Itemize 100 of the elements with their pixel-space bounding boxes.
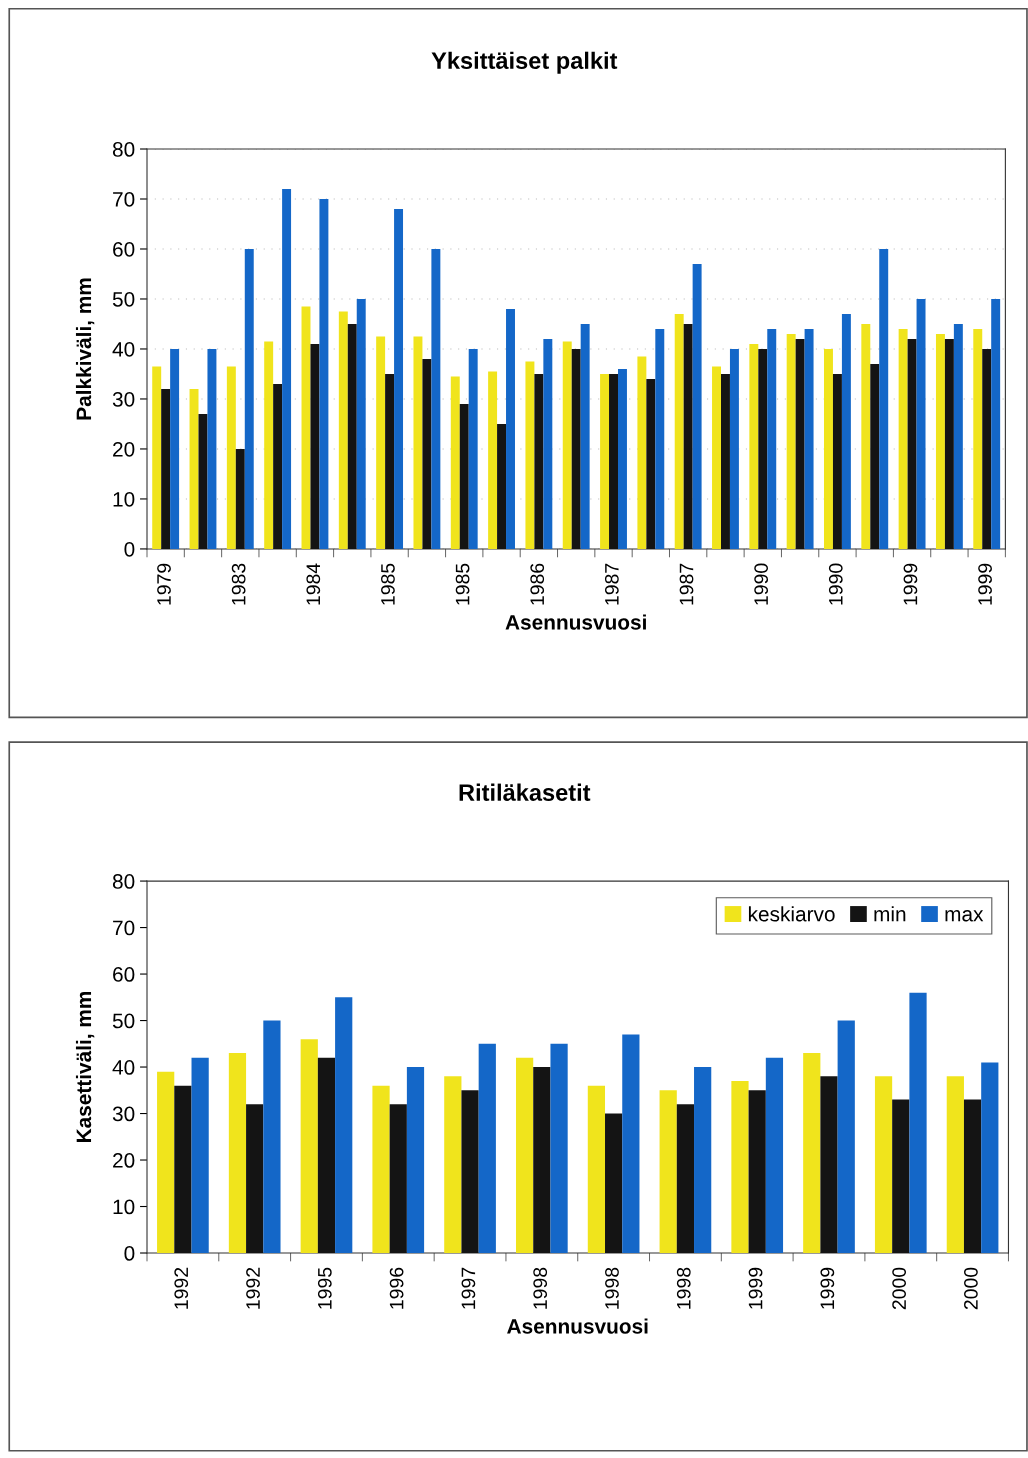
bar xyxy=(282,189,292,549)
bar xyxy=(617,368,627,549)
bar xyxy=(935,333,945,549)
bar xyxy=(646,378,656,549)
x-tick-label: 1984 xyxy=(306,563,321,605)
chart-title: Yksittäiset palkit xyxy=(431,51,618,74)
y-tick-label: 40 xyxy=(112,1060,135,1075)
bar xyxy=(991,298,1001,549)
y-tick-label: 20 xyxy=(113,441,135,457)
y-tick-label: 70 xyxy=(113,192,135,207)
x-tick-label: 1985 xyxy=(455,563,470,605)
bar xyxy=(273,383,283,549)
y-tick-label: 80 xyxy=(112,142,135,157)
bar xyxy=(157,1071,175,1254)
bar xyxy=(655,328,665,549)
bar xyxy=(587,1085,606,1254)
bar xyxy=(300,1039,318,1254)
x-tick-label: 1998 xyxy=(676,1267,691,1309)
y-tick-label: 50 xyxy=(112,291,135,307)
bar xyxy=(301,306,311,549)
bar xyxy=(394,209,404,549)
y-tick-label: 0 xyxy=(124,1246,135,1261)
bar xyxy=(676,1104,695,1254)
bar xyxy=(431,248,441,549)
y-tick-label: 20 xyxy=(113,1153,135,1168)
bar xyxy=(347,323,357,549)
x-tick-label: 1997 xyxy=(461,1267,476,1309)
bar xyxy=(820,1076,838,1254)
bar xyxy=(244,248,254,549)
y-tick-label: 60 xyxy=(113,241,135,257)
bar xyxy=(533,1067,551,1254)
x-tick-label: 1983 xyxy=(231,563,246,605)
bar xyxy=(870,363,880,549)
bar xyxy=(973,328,983,549)
bar xyxy=(376,336,386,549)
y-axis-title: Kasettiväli, mm xyxy=(75,991,95,1143)
y-tick-label: 10 xyxy=(113,1199,135,1215)
bar xyxy=(758,348,768,549)
bar xyxy=(413,336,423,549)
bar xyxy=(226,366,236,549)
x-tick-label: 1979 xyxy=(157,563,171,605)
x-axis-title: Asennusvuosi xyxy=(505,614,646,630)
bar xyxy=(525,361,535,549)
x-tick-label: 1999 xyxy=(903,563,918,605)
bar xyxy=(841,313,851,549)
bar xyxy=(228,1053,247,1254)
bar xyxy=(892,1099,910,1254)
bar xyxy=(406,1067,425,1254)
bar xyxy=(543,338,553,549)
bar xyxy=(310,343,320,549)
bar xyxy=(235,448,245,549)
x-tick-label: 1986 xyxy=(530,563,545,605)
bar xyxy=(161,388,171,549)
bar xyxy=(562,341,572,549)
bar xyxy=(712,366,721,549)
x-tick-label: 2000 xyxy=(964,1267,978,1310)
y-tick-label: 50 xyxy=(112,1013,135,1029)
bar xyxy=(898,328,908,549)
y-tick-label: 30 xyxy=(112,391,135,407)
y-tick-label: 80 xyxy=(112,874,135,889)
bar xyxy=(516,1057,534,1254)
bar xyxy=(246,1104,264,1254)
bar xyxy=(488,371,498,549)
bar xyxy=(694,1067,712,1254)
bar xyxy=(803,1053,821,1254)
bar xyxy=(874,1076,893,1254)
x-tick-label: 2000 xyxy=(892,1267,906,1310)
x-tick-label: 1990 xyxy=(754,563,769,605)
bar xyxy=(600,373,610,549)
bar xyxy=(946,1076,964,1254)
bar xyxy=(731,1080,749,1254)
bar xyxy=(749,343,759,549)
legend-label: max xyxy=(945,910,984,922)
bar xyxy=(497,423,507,549)
x-tick-label: 1992 xyxy=(246,1267,260,1309)
bar xyxy=(637,356,647,549)
bar xyxy=(450,376,460,549)
bar xyxy=(944,338,954,549)
x-tick-label: 1996 xyxy=(389,1267,404,1309)
x-tick-label: 1999 xyxy=(978,563,992,605)
bar xyxy=(461,1090,479,1254)
bar xyxy=(748,1090,766,1254)
bar xyxy=(385,373,395,549)
x-tick-label: 1995 xyxy=(317,1267,332,1309)
x-tick-label: 1987 xyxy=(604,563,619,605)
bar xyxy=(824,348,833,549)
x-tick-label: 1990 xyxy=(828,563,843,605)
bar xyxy=(534,373,544,549)
bar xyxy=(916,298,926,549)
bar xyxy=(721,373,730,549)
x-tick-label: 1985 xyxy=(381,563,395,605)
y-tick-label: 10 xyxy=(113,491,135,507)
bar xyxy=(444,1076,462,1254)
bar xyxy=(982,348,992,549)
bar xyxy=(907,338,917,549)
bar xyxy=(317,1057,336,1254)
bar xyxy=(338,311,348,549)
chart-title: Ritiläkasetit xyxy=(459,783,591,801)
bar xyxy=(263,1020,281,1254)
bar xyxy=(189,388,199,549)
